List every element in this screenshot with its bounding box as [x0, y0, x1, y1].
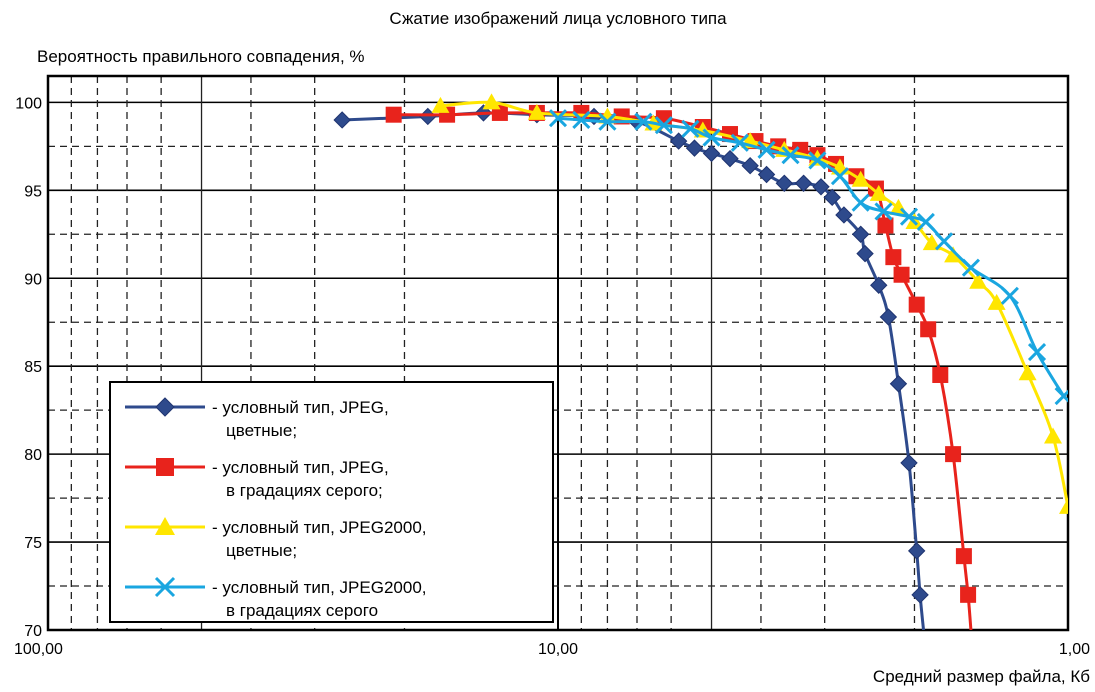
data-point-triangle: [987, 293, 1006, 310]
data-point-triangle: [431, 96, 450, 113]
data-point-diamond: [721, 149, 739, 168]
legend-item: - условный тип, JPEG, в градациях серого;: [125, 458, 389, 500]
y-tick-labels: 70 75 80 85 90 95 100: [15, 95, 42, 640]
data-point-diamond: [702, 144, 721, 163]
data-point-diamond: [669, 132, 688, 150]
legend-label: - условный тип, JPEG, цветные;: [212, 398, 389, 440]
data-point-square: [920, 321, 937, 338]
data-point-triangle: [869, 184, 888, 201]
data-point-diamond: [812, 178, 830, 196]
data-point-x: [572, 110, 591, 130]
y-tick-label: 75: [24, 535, 42, 552]
x-tick-labels: 100,00 10,00 1,00: [14, 641, 1090, 658]
data-point-diamond: [333, 111, 351, 129]
data-point-square: [955, 548, 972, 565]
data-point-triangle: [851, 170, 870, 187]
data-point-diamond: [911, 586, 929, 604]
legend-label: - условный тип, JPEG2000, цветные;: [212, 518, 427, 560]
y-tick-label: 85: [24, 359, 42, 376]
data-point-diamond: [889, 375, 908, 393]
data-point-triangle: [482, 93, 501, 110]
data-point-square: [885, 249, 902, 266]
chart-title: Сжатие изображений лица условного типа: [389, 9, 727, 28]
data-point-triangle: [1018, 364, 1037, 381]
data-point-square: [156, 458, 174, 476]
data-point-diamond: [757, 165, 776, 184]
y-tick-label: 70: [24, 623, 42, 640]
data-point-triangle: [1059, 497, 1068, 514]
series-4: [548, 109, 1068, 406]
data-point-triangle: [922, 234, 941, 251]
legend: - условный тип, JPEG, цветные; - условный …: [109, 381, 554, 623]
data-point-square: [385, 106, 402, 123]
legend-box: [109, 381, 554, 623]
data-point-diamond: [900, 454, 918, 472]
data-point-x: [634, 112, 653, 131]
data-point-x: [874, 202, 893, 221]
data-point-x: [598, 112, 617, 131]
y-tick-label: 95: [24, 183, 42, 200]
data-point-x: [1027, 343, 1047, 362]
data-point-square: [893, 266, 910, 283]
y-axis-label: Вероятность правильного совпадения, %: [37, 47, 365, 66]
legend-item: - условный тип, JPEG2000, в градациях сер…: [125, 576, 427, 620]
data-point-x: [548, 109, 568, 128]
data-point-x: [916, 212, 935, 232]
x-tick-label: 100,00: [14, 641, 63, 658]
y-tick-label: 100: [15, 95, 42, 112]
data-point-diamond: [741, 156, 759, 175]
data-point-triangle: [155, 517, 175, 535]
data-point-x: [702, 128, 721, 147]
data-point-diamond: [907, 542, 926, 560]
data-point-triangle: [527, 103, 546, 120]
data-point-x: [934, 232, 954, 251]
data-point-square: [960, 586, 977, 603]
data-point-x: [808, 151, 827, 170]
x-tick-label: 10,00: [538, 641, 578, 658]
data-point-triangle: [1044, 427, 1063, 444]
data-point-triangle: [944, 246, 963, 263]
series-line: [557, 116, 1065, 397]
data-point-x: [851, 193, 870, 212]
x-tick-label: 1,00: [1059, 641, 1090, 658]
data-point-x: [1000, 286, 1019, 305]
x-axis-label: Средний размер файла, Кб: [873, 667, 1090, 686]
series-layer: [333, 93, 1068, 630]
series-3: [431, 93, 1068, 514]
data-point-square: [877, 217, 894, 234]
data-point-x: [730, 133, 749, 152]
data-point-diamond: [685, 139, 704, 157]
data-point-diamond: [155, 397, 175, 417]
y-tick-label: 90: [24, 271, 42, 288]
data-point-diamond: [794, 174, 813, 192]
data-point-x: [1054, 387, 1068, 406]
data-point-diamond: [851, 225, 870, 243]
data-point-x: [961, 258, 980, 277]
data-point-diamond: [823, 188, 841, 207]
data-point-diamond: [775, 174, 793, 192]
data-point-x: [154, 576, 176, 598]
y-tick-label: 80: [24, 447, 42, 464]
data-point-x: [654, 116, 673, 135]
data-point-square: [908, 296, 925, 313]
data-point-square: [945, 446, 962, 463]
legend-item: - условный тип, JPEG, цветные;: [125, 397, 389, 440]
data-point-diamond: [856, 244, 874, 263]
data-point-diamond: [870, 276, 888, 294]
data-point-x: [681, 119, 700, 138]
legend-label: - условный тип, JPEG, в градациях серого;: [212, 458, 389, 500]
legend-item: - условный тип, JPEG2000, цветные;: [125, 517, 427, 560]
legend-label: - условный тип, JPEG2000, в градациях сер…: [212, 578, 427, 620]
data-point-triangle: [969, 272, 988, 289]
data-point-x: [781, 146, 800, 165]
data-point-triangle: [598, 107, 617, 124]
data-point-diamond: [835, 206, 853, 224]
data-point-square: [932, 366, 949, 383]
plot-frame: [46, 74, 1070, 632]
data-point-diamond: [879, 308, 898, 326]
data-point-x: [899, 207, 919, 226]
data-point-x: [830, 167, 850, 186]
data-point-x: [757, 140, 776, 159]
